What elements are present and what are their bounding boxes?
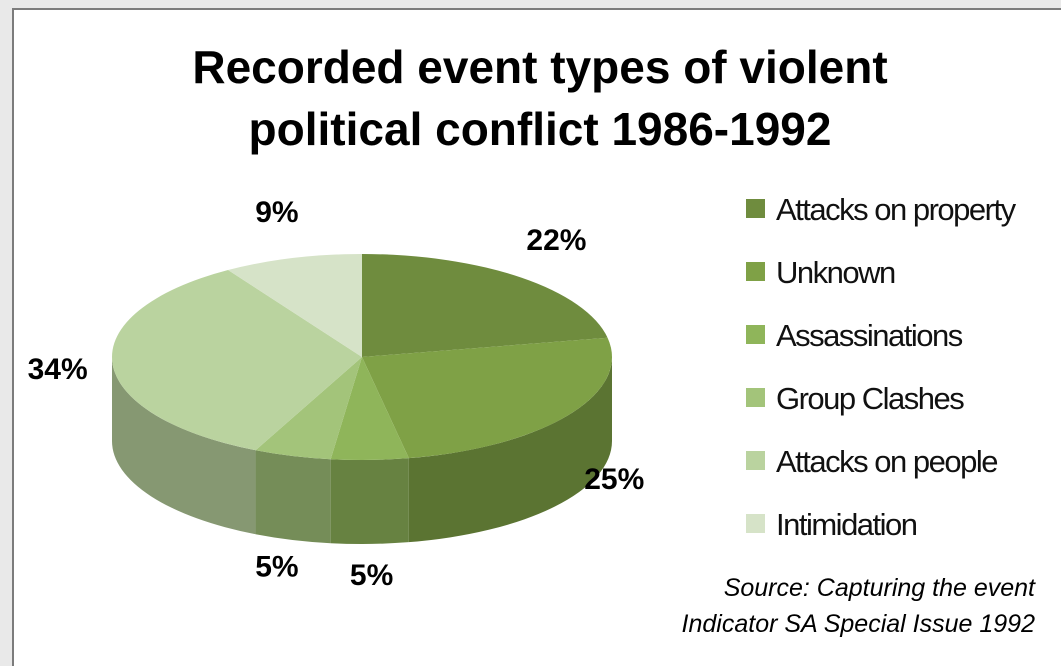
legend-label: Group Clashes <box>776 381 965 416</box>
pie-label-0: 22% <box>526 224 586 257</box>
chart-title-line-2: political conflict 1986-1992 <box>248 103 832 155</box>
legend-swatch <box>746 199 765 218</box>
legend-swatch <box>746 325 765 344</box>
pie-side-3 <box>255 450 331 544</box>
pie-label-3: 5% <box>255 551 298 584</box>
pie-label-1: 25% <box>584 463 644 496</box>
legend-swatch <box>746 514 765 533</box>
pie-label-5: 9% <box>255 196 298 229</box>
legend-label: Unknown <box>776 255 896 290</box>
pie-side-1 <box>408 357 612 543</box>
legend-label: Attacks on people <box>776 444 998 479</box>
legend-swatch <box>746 262 765 281</box>
pie-slice-4 <box>112 270 363 451</box>
source-line-2: Indicator SA Special Issue 1992 <box>681 610 1035 638</box>
source-note: Source: Capturing the event Indicator SA… <box>682 570 1035 642</box>
chart-title-line-1: Recorded event types of violent <box>192 41 888 93</box>
pie-labels: 22% 25% 5% 5% 34% 9% <box>28 196 645 592</box>
pie-slice-0 <box>362 254 608 357</box>
legend-swatch <box>746 451 765 470</box>
pie-slice-1 <box>362 337 613 459</box>
pie-sides <box>112 357 612 544</box>
pie-slice-3 <box>255 357 362 460</box>
pie-side-4 <box>112 357 256 535</box>
pie-tops <box>112 254 613 460</box>
pie-label-2: 5% <box>350 559 393 592</box>
pie-slice-2 <box>330 357 409 460</box>
pie-side-2 <box>330 458 409 544</box>
legend-label: Attacks on property <box>776 192 1016 227</box>
legend-label: Assassinations <box>776 318 963 353</box>
legend-label: Intimidation <box>776 507 918 542</box>
chart-title: Recorded event types of violent politica… <box>40 36 1040 160</box>
legend-swatch <box>746 388 765 407</box>
pie-slice-5 <box>228 254 362 357</box>
source-line-1: Source: Capturing the event <box>723 574 1035 602</box>
pie-label-4: 34% <box>28 353 88 386</box>
